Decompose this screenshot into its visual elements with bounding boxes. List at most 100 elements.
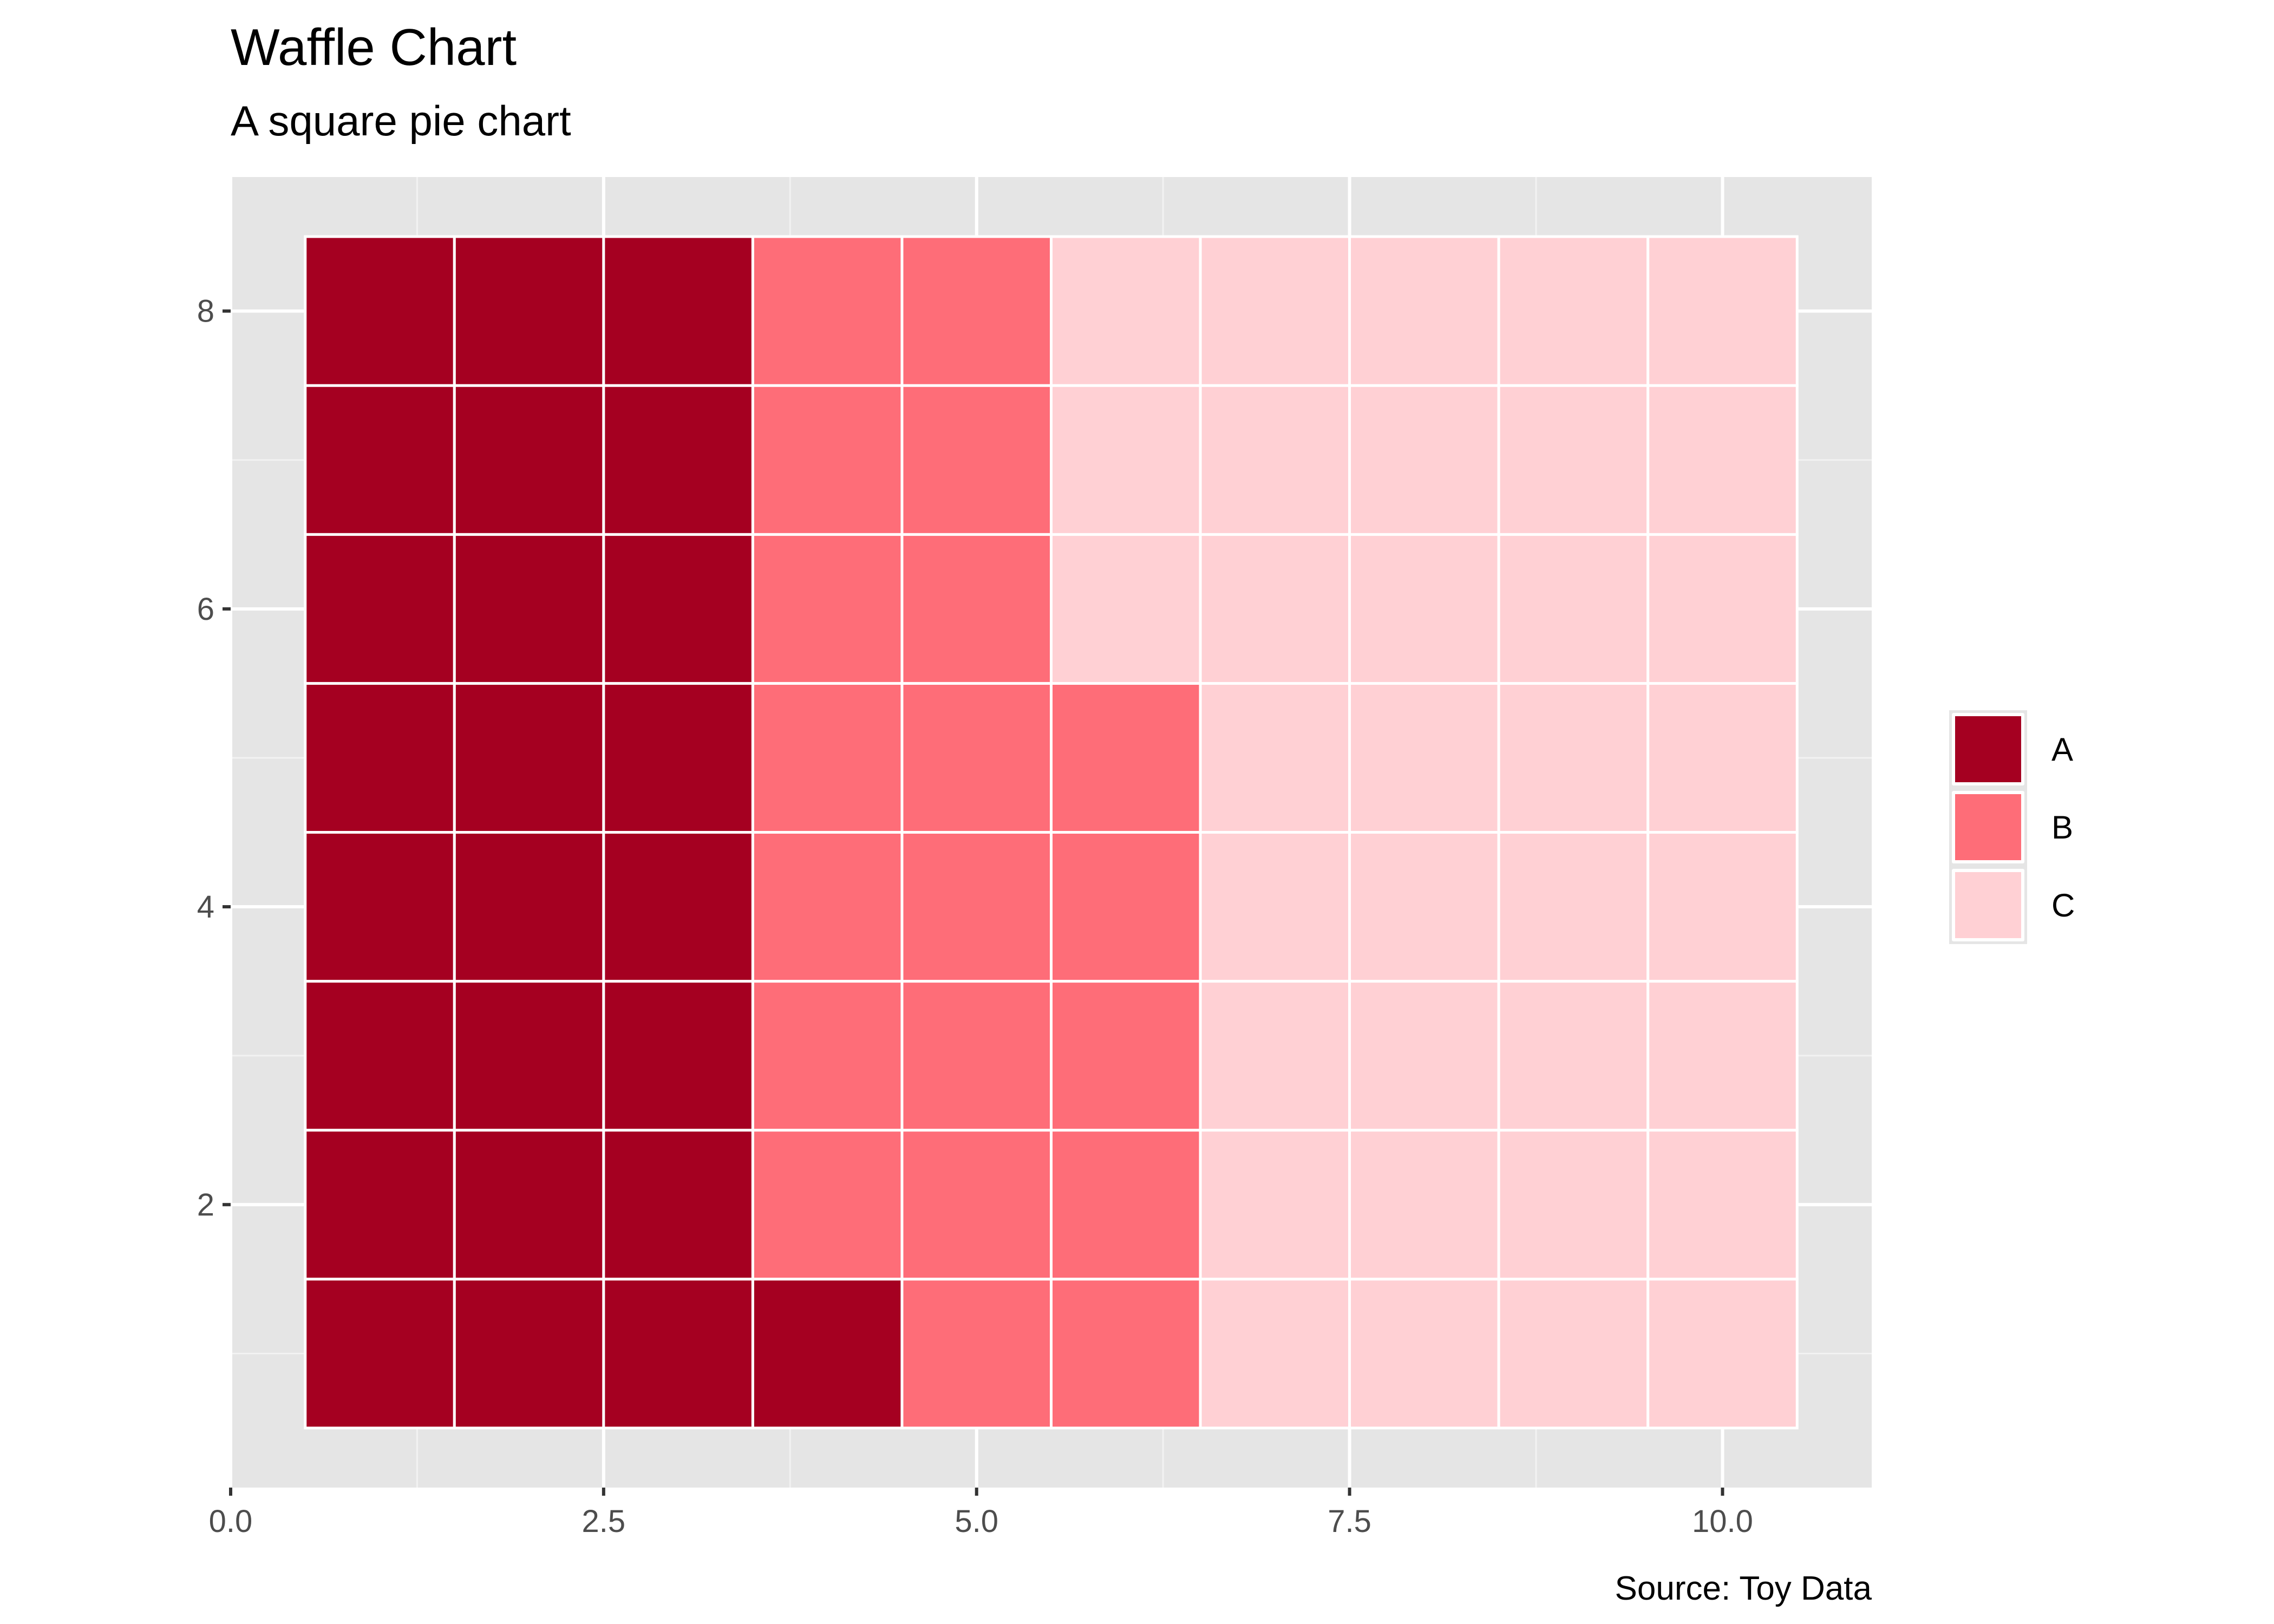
legend-label-B: B bbox=[2051, 809, 2073, 846]
waffle-tile-C bbox=[1646, 384, 1799, 536]
waffle-tile-B bbox=[751, 533, 904, 685]
waffle-tile-C bbox=[1050, 235, 1202, 387]
waffle-tile-C bbox=[1348, 682, 1500, 834]
waffle-tile-C bbox=[1497, 980, 1650, 1132]
waffle-tile-C bbox=[1348, 980, 1500, 1132]
waffle-tile-C bbox=[1646, 533, 1799, 685]
waffle-tile-C bbox=[1497, 533, 1650, 685]
waffle-tile-C bbox=[1348, 384, 1500, 536]
waffle-tile-A bbox=[602, 1129, 754, 1281]
waffle-tile-C bbox=[1348, 533, 1500, 685]
legend-key-A bbox=[1955, 716, 2021, 782]
waffle-tile-C bbox=[1646, 1129, 1799, 1281]
waffle-tile-C bbox=[1646, 235, 1799, 387]
waffle-tile-B bbox=[751, 235, 904, 387]
waffle-tile-C bbox=[1497, 682, 1650, 834]
axes: 0.0 2.5 5.0 7.5 10.0 2 4 6 8 bbox=[197, 294, 1753, 1539]
waffle-tile-B bbox=[751, 682, 904, 834]
waffle-tile-B bbox=[900, 682, 1053, 834]
waffle-tile-C bbox=[1199, 1278, 1351, 1430]
waffle-tile-C bbox=[1646, 831, 1799, 983]
waffle-tile-C bbox=[1497, 831, 1650, 983]
waffle-tile-A bbox=[304, 980, 456, 1132]
waffle-tile-A bbox=[453, 533, 605, 685]
legend-key-B bbox=[1955, 794, 2021, 860]
waffle-tile-C bbox=[1050, 384, 1202, 536]
waffle-tile-A bbox=[304, 831, 456, 983]
waffle-tile-A bbox=[751, 1278, 904, 1430]
waffle-tile-B bbox=[900, 980, 1053, 1132]
waffle-tile-C bbox=[1348, 235, 1500, 387]
waffle-tile-A bbox=[453, 1278, 605, 1430]
legend-key-C bbox=[1955, 872, 2021, 938]
waffle-tile-C bbox=[1497, 384, 1650, 536]
waffle-tile-B bbox=[1050, 682, 1202, 834]
waffle-tile-C bbox=[1348, 831, 1500, 983]
chart-subtitle: A square pie chart bbox=[231, 97, 571, 145]
waffle-tile-B bbox=[900, 384, 1053, 536]
waffle-tile-A bbox=[602, 235, 754, 387]
waffle-tile-C bbox=[1199, 1129, 1351, 1281]
waffle-tile-B bbox=[751, 980, 904, 1132]
waffle-tile-B bbox=[1050, 980, 1202, 1132]
legend-label-A: A bbox=[2051, 731, 2073, 768]
waffle-tile-C bbox=[1199, 980, 1351, 1132]
waffle-tile-A bbox=[304, 235, 456, 387]
waffle-tile-C bbox=[1199, 384, 1351, 536]
waffle-tile-B bbox=[900, 235, 1053, 387]
waffle-tile-C bbox=[1497, 235, 1650, 387]
waffle-tile-C bbox=[1497, 1129, 1650, 1281]
waffle-tile-B bbox=[751, 831, 904, 983]
waffle-tile-B bbox=[900, 1278, 1053, 1430]
waffle-tile-A bbox=[304, 1278, 456, 1430]
waffle-tile-C bbox=[1646, 682, 1799, 834]
waffle-tile-B bbox=[900, 533, 1053, 685]
waffle-tile-C bbox=[1348, 1278, 1500, 1430]
waffle-tile-C bbox=[1199, 533, 1351, 685]
waffle-tile-A bbox=[304, 384, 456, 536]
x-tick-label: 5.0 bbox=[955, 1504, 998, 1539]
waffle-tile-A bbox=[602, 831, 754, 983]
chart-title: Waffle Chart bbox=[231, 18, 517, 76]
waffle-tiles bbox=[304, 235, 1799, 1430]
y-tick-label: 4 bbox=[197, 889, 214, 925]
x-tick-label: 2.5 bbox=[582, 1504, 626, 1539]
waffle-tile-A bbox=[453, 384, 605, 536]
waffle-tile-A bbox=[453, 1129, 605, 1281]
waffle-tile-A bbox=[453, 980, 605, 1132]
chart-caption: Source: Toy Data bbox=[1615, 1570, 1872, 1607]
waffle-tile-C bbox=[1199, 831, 1351, 983]
waffle-tile-A bbox=[304, 682, 456, 834]
waffle-tile-B bbox=[1050, 1129, 1202, 1281]
waffle-tile-B bbox=[1050, 1278, 1202, 1430]
waffle-tile-B bbox=[1050, 831, 1202, 983]
waffle-tile-A bbox=[602, 682, 754, 834]
waffle-tile-A bbox=[453, 831, 605, 983]
waffle-tile-A bbox=[602, 533, 754, 685]
y-tick-label: 6 bbox=[197, 592, 214, 627]
waffle-tile-C bbox=[1646, 1278, 1799, 1430]
waffle-tile-A bbox=[602, 980, 754, 1132]
legend: A B C bbox=[1949, 710, 2075, 944]
x-tick-label: 7.5 bbox=[1328, 1504, 1371, 1539]
x-tick-label: 10.0 bbox=[1692, 1504, 1753, 1539]
waffle-tile-B bbox=[751, 384, 904, 536]
waffle-tile-C bbox=[1497, 1278, 1650, 1430]
x-tick-label: 0.0 bbox=[209, 1504, 253, 1539]
waffle-tile-A bbox=[602, 1278, 754, 1430]
y-tick-label: 2 bbox=[197, 1187, 214, 1222]
waffle-tile-A bbox=[453, 682, 605, 834]
waffle-tile-B bbox=[751, 1129, 904, 1281]
waffle-tile-A bbox=[602, 384, 754, 536]
waffle-tile-C bbox=[1348, 1129, 1500, 1281]
waffle-tile-B bbox=[900, 831, 1053, 983]
waffle-tile-A bbox=[304, 1129, 456, 1281]
waffle-tile-C bbox=[1646, 980, 1799, 1132]
y-tick-label: 8 bbox=[197, 294, 214, 329]
waffle-tile-C bbox=[1199, 682, 1351, 834]
waffle-tile-A bbox=[453, 235, 605, 387]
waffle-tile-A bbox=[304, 533, 456, 685]
waffle-tile-C bbox=[1199, 235, 1351, 387]
waffle-tile-C bbox=[1050, 533, 1202, 685]
